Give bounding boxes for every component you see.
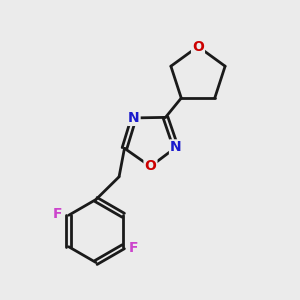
- Text: F: F: [52, 207, 62, 221]
- Text: N: N: [170, 140, 182, 154]
- Text: O: O: [192, 40, 204, 53]
- Text: O: O: [145, 160, 156, 173]
- Text: N: N: [128, 111, 140, 125]
- Text: F: F: [129, 241, 139, 255]
